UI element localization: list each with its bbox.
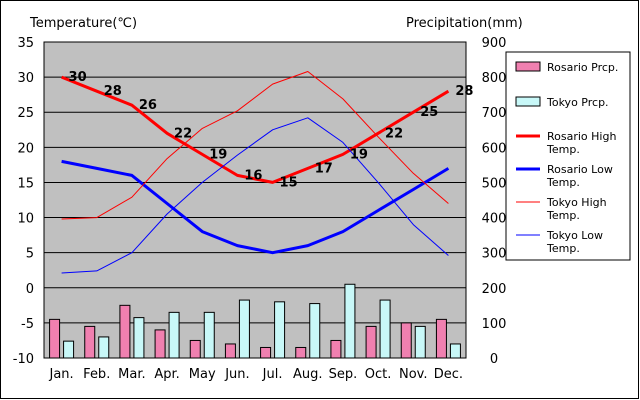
bar xyxy=(84,325,96,359)
data-label: 28 xyxy=(104,84,122,99)
x-tick-label: Oct. xyxy=(365,367,392,382)
bar xyxy=(133,317,145,359)
right-tick-label: 900 xyxy=(482,36,507,51)
bar xyxy=(154,329,166,359)
bar xyxy=(309,303,321,359)
left-tick-label: 20 xyxy=(17,141,34,156)
legend-label: Tokyo Prcp. xyxy=(546,96,609,109)
legend-swatch xyxy=(515,61,541,72)
bar xyxy=(189,339,201,359)
right-tick-label: 400 xyxy=(482,212,507,227)
bar xyxy=(344,283,356,359)
right-tick-label: 800 xyxy=(482,71,507,86)
x-tick-label: May xyxy=(189,367,216,382)
data-label: 22 xyxy=(385,126,403,141)
data-label: 26 xyxy=(139,98,157,113)
series-line xyxy=(61,75,450,184)
series-line xyxy=(61,71,449,220)
left-tick-label: 10 xyxy=(17,212,34,227)
bar xyxy=(203,311,215,359)
bar xyxy=(63,340,75,359)
bar xyxy=(119,304,131,359)
bar xyxy=(295,346,307,359)
left-tick-label: 15 xyxy=(17,176,34,191)
bar xyxy=(274,301,286,359)
data-label: 17 xyxy=(315,161,333,176)
left-axis-title: Temperature(℃) xyxy=(29,16,137,31)
legend-swatch xyxy=(515,96,541,107)
bar xyxy=(260,346,272,359)
right-tick-label: 700 xyxy=(482,106,507,121)
x-tick-label: Feb. xyxy=(83,367,110,382)
x-tick-label: Jun. xyxy=(224,367,249,382)
data-label: 22 xyxy=(174,126,192,141)
right-tick-label: 100 xyxy=(482,317,507,332)
data-label: 28 xyxy=(455,84,473,99)
legend-label: Rosario Low Temp. xyxy=(546,163,613,189)
legend-label: Rosario High Temp. xyxy=(546,130,616,156)
data-label: 25 xyxy=(420,105,438,120)
left-tick-label: 5 xyxy=(26,247,34,262)
data-label: 19 xyxy=(209,147,227,162)
left-tick-label: -5 xyxy=(21,317,34,332)
x-tick-label: Jul. xyxy=(262,367,283,382)
x-tick-label: Nov. xyxy=(399,367,428,382)
left-tick-label: 35 xyxy=(17,36,34,51)
left-tick-label: 25 xyxy=(17,106,34,121)
data-label: 30 xyxy=(69,70,87,85)
x-tick-label: Jan. xyxy=(48,367,73,382)
data-label: 16 xyxy=(244,168,262,183)
series-line xyxy=(61,117,449,274)
x-tick-label: Dec. xyxy=(434,367,463,382)
right-tick-label: 0 xyxy=(490,352,498,367)
left-tick-label: 0 xyxy=(26,282,34,297)
bar xyxy=(98,336,110,359)
bar xyxy=(414,325,426,359)
bar xyxy=(435,318,447,359)
right-axis-title: Precipitation(mm) xyxy=(406,16,523,31)
legend-label: Tokyo Low Temp. xyxy=(546,229,603,255)
right-tick-label: 200 xyxy=(482,282,507,297)
bar xyxy=(379,299,391,359)
bar xyxy=(224,343,236,359)
series-line xyxy=(61,159,450,255)
legend-box xyxy=(505,51,631,261)
bar xyxy=(168,311,180,359)
bar xyxy=(49,318,61,359)
left-tick-label: -10 xyxy=(13,352,34,367)
data-label: 19 xyxy=(350,147,368,162)
bar xyxy=(400,322,412,359)
x-tick-label: Mar. xyxy=(118,367,145,382)
right-tick-label: 300 xyxy=(482,247,507,262)
x-tick-label: Apr. xyxy=(154,367,179,382)
right-tick-label: 500 xyxy=(482,176,507,191)
left-tick-label: 30 xyxy=(17,71,34,86)
bar xyxy=(330,339,342,359)
legend-label: Tokyo High Temp. xyxy=(546,196,607,222)
x-tick-label: Sep. xyxy=(329,367,358,382)
bar xyxy=(449,343,461,359)
bar xyxy=(365,325,377,359)
right-tick-label: 600 xyxy=(482,141,507,156)
data-label: 15 xyxy=(280,175,298,190)
legend-label: Rosario Prcp. xyxy=(547,61,618,74)
x-tick-label: Aug. xyxy=(293,367,323,382)
bar xyxy=(238,299,250,359)
